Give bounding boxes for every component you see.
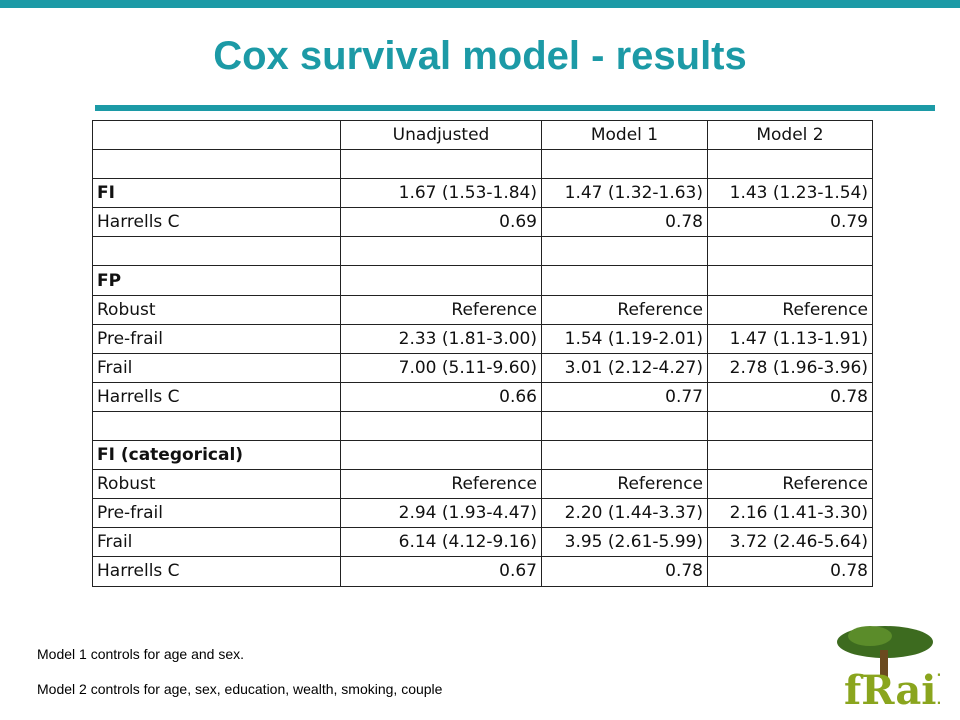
table-cell: Reference — [340, 294, 542, 325]
table-cell: Reference — [340, 469, 542, 500]
table-cell: Model 1 — [541, 119, 708, 151]
logo-tree — [848, 626, 892, 646]
table-row: FP — [92, 265, 873, 296]
table-row: Robust Reference Reference Reference — [92, 469, 873, 500]
table-cell — [92, 410, 341, 442]
table-cell: FI (categorical) — [92, 440, 341, 471]
table-row: Harrells C 0.67 0.78 0.78 — [92, 556, 873, 587]
slide-title: Cox survival model - results — [213, 34, 747, 78]
table-cell: FP — [92, 265, 341, 296]
table-row: Harrells C 0.66 0.77 0.78 — [92, 381, 873, 412]
table-cell — [541, 265, 708, 296]
table-cell: Reference — [707, 469, 873, 500]
table-cell — [541, 149, 708, 180]
table-cell — [707, 265, 873, 296]
table-row — [92, 149, 873, 180]
table-cell — [92, 236, 341, 267]
table-cell: 1.43 (1.23-1.54) — [707, 178, 873, 209]
table-row: Frail 6.14 (4.12-9.16) 3.95 (2.61-5.99) 3.7… — [92, 527, 873, 558]
table-cell: Reference — [541, 469, 708, 500]
table-cell: Harrells C — [92, 556, 341, 587]
title-rule — [95, 105, 935, 111]
table-row: Pre-frail 2.94 (1.93-4.47) 2.20 (1.44-3.37… — [92, 498, 873, 529]
table-cell: 6.14 (4.12-9.16) — [340, 527, 542, 558]
table-cell — [340, 149, 542, 180]
table-cell: 3.95 (2.61-5.99) — [541, 527, 708, 558]
table-cell: 0.77 — [541, 381, 708, 412]
table-cell — [541, 410, 708, 442]
table-row: Frail 7.00 (5.11-9.60) 3.01 (2.12-4.27) 2.7… — [92, 352, 873, 383]
footnote: Model 1 controls for age and sex. — [37, 646, 245, 662]
table-cell: Harrells C — [92, 207, 341, 238]
table-cell: 1.47 (1.13-1.91) — [707, 323, 873, 354]
top-bar — [0, 0, 960, 8]
table-row: FI 1.67 (1.53-1.84) 1.47 (1.32-1.63) 1.43 (… — [92, 178, 873, 209]
table-row: FI (categorical) — [92, 440, 873, 471]
table-cell: Harrells C — [92, 381, 341, 412]
logo-text: fRail — [844, 667, 940, 714]
table-cell — [541, 440, 708, 471]
table-cell: 3.72 (2.46-5.64) — [707, 527, 873, 558]
table-cell: Pre-frail — [92, 323, 341, 354]
table-cell: 7.00 (5.11-9.60) — [340, 352, 542, 383]
table-cell: 2.94 (1.93-4.47) — [340, 498, 542, 529]
table-cell — [707, 440, 873, 471]
table-cell: Frail — [92, 527, 341, 558]
table-cell — [92, 149, 341, 180]
logo-trunk — [880, 650, 888, 678]
table-cell: Robust — [92, 469, 341, 500]
table-cell — [340, 236, 542, 267]
table-cell: 0.69 — [340, 207, 542, 238]
table-cell: 2.78 (1.96-3.96) — [707, 352, 873, 383]
table-cell: Reference — [707, 294, 873, 325]
table-cell: 0.78 — [541, 556, 708, 587]
table-cell — [707, 236, 873, 267]
table-cell: Pre-frail — [92, 498, 341, 529]
footnote: Model 2 controls for age, sex, education… — [37, 681, 443, 697]
table-row: Robust Reference Reference Reference — [92, 294, 873, 325]
table-row: Harrells C 0.69 0.78 0.79 — [92, 207, 873, 238]
table-cell: 1.54 (1.19-2.01) — [541, 323, 708, 354]
table-cell: 0.78 — [541, 207, 708, 238]
table-row: Unadjusted Model 1 Model 2 — [92, 119, 873, 151]
table-cell: 1.47 (1.32-1.63) — [541, 178, 708, 209]
table-cell: 2.20 (1.44-3.37) — [541, 498, 708, 529]
table-cell: 1.67 (1.53-1.84) — [340, 178, 542, 209]
table-cell: Frail — [92, 352, 341, 383]
table-cell: Reference — [541, 294, 708, 325]
table-cell: Unadjusted — [340, 119, 542, 151]
table-cell — [92, 119, 341, 151]
table-cell — [340, 440, 542, 471]
table-cell — [541, 236, 708, 267]
table-cell: 0.67 — [340, 556, 542, 587]
table-cell: 3.01 (2.12-4.27) — [541, 352, 708, 383]
table-row — [92, 236, 873, 267]
table-cell: 2.16 (1.41-3.30) — [707, 498, 873, 529]
table-row — [92, 410, 873, 442]
table-cell: 0.66 — [340, 381, 542, 412]
table-cell: 0.78 — [707, 556, 873, 587]
table-cell: FI — [92, 178, 341, 209]
logo: fRail — [837, 626, 940, 714]
table-cell: Model 2 — [707, 119, 873, 151]
table-cell: 0.79 — [707, 207, 873, 238]
table-cell — [707, 149, 873, 180]
table-cell — [340, 410, 542, 442]
table-cell: 0.78 — [707, 381, 873, 412]
table-row: Pre-frail 2.33 (1.81-3.00) 1.54 (1.19-2.01… — [92, 323, 873, 354]
table-cell: Robust — [92, 294, 341, 325]
table-cell — [707, 410, 873, 442]
table-cell — [340, 265, 542, 296]
table-cell: 2.33 (1.81-3.00) — [340, 323, 542, 354]
results-table: Unadjusted Model 1 Model 2 FI 1.67 (1.53-1.8… — [92, 119, 873, 587]
